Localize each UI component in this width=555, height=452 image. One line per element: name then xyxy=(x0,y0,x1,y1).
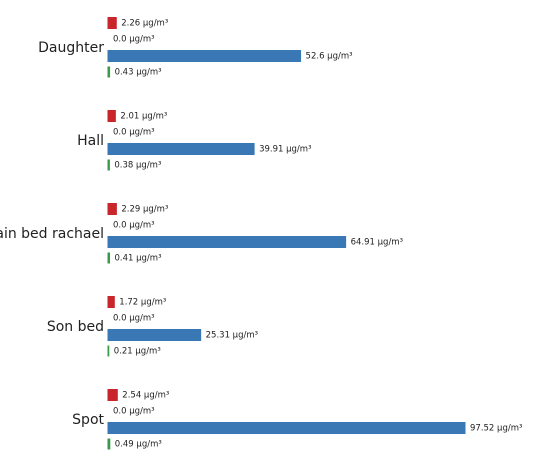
bar xyxy=(107,66,111,78)
bar xyxy=(107,203,117,215)
value-label: 0.0 μg/m³ xyxy=(113,407,155,417)
category-label: Daughter xyxy=(38,40,104,56)
value-label: 2.01 μg/m³ xyxy=(120,112,167,122)
bar xyxy=(107,252,111,264)
value-label: 0.38 μg/m³ xyxy=(114,161,161,171)
category-label: Spot xyxy=(72,412,104,428)
bar xyxy=(107,143,255,155)
bar xyxy=(107,422,466,434)
value-label: 64.91 μg/m³ xyxy=(351,238,403,248)
value-label: 0.0 μg/m³ xyxy=(113,128,155,138)
category-label: Main bed rachael xyxy=(0,226,104,242)
bar xyxy=(107,236,347,248)
value-label: 0.0 μg/m³ xyxy=(113,314,155,324)
value-label: 0.49 μg/m³ xyxy=(115,440,162,450)
bar xyxy=(107,345,110,357)
value-label: 0.43 μg/m³ xyxy=(115,68,162,78)
value-label: 0.41 μg/m³ xyxy=(115,254,162,264)
bar xyxy=(107,438,111,450)
value-label: 2.54 μg/m³ xyxy=(122,391,169,401)
value-label: 2.26 μg/m³ xyxy=(121,19,168,29)
value-label: 39.91 μg/m³ xyxy=(259,145,311,155)
value-label: 25.31 μg/m³ xyxy=(206,331,258,341)
bar xyxy=(107,389,118,401)
bar xyxy=(107,110,116,122)
value-label: 0.0 μg/m³ xyxy=(113,221,155,231)
value-label: 0.0 μg/m³ xyxy=(113,35,155,45)
bar xyxy=(107,296,115,308)
value-label: 1.72 μg/m³ xyxy=(119,298,166,308)
value-label: 97.52 μg/m³ xyxy=(470,424,522,434)
bar xyxy=(107,17,117,29)
bar xyxy=(107,329,202,341)
value-label: 52.6 μg/m³ xyxy=(306,52,353,62)
bar xyxy=(107,50,302,62)
bar xyxy=(107,159,110,171)
category-label: Hall xyxy=(77,133,104,149)
value-label: 0.21 μg/m³ xyxy=(114,347,161,357)
value-label: 2.29 μg/m³ xyxy=(121,205,168,215)
category-label: Son bed xyxy=(47,319,104,335)
